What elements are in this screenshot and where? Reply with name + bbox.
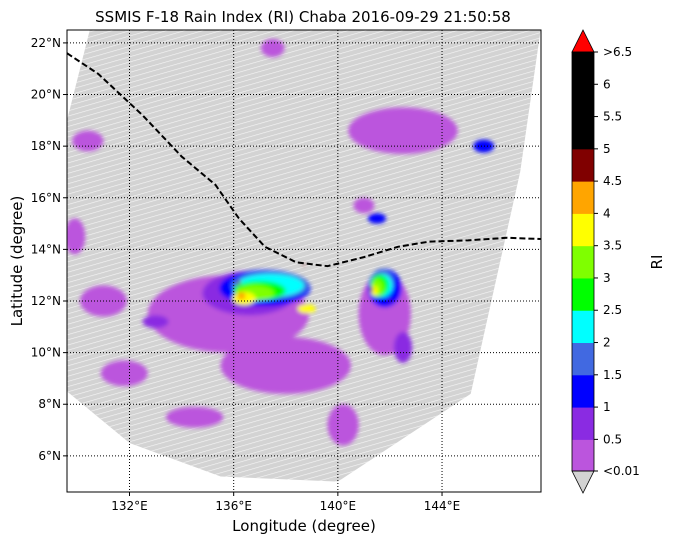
rain-cell (67, 218, 86, 255)
colorbar-tick-label: 3.5 (603, 239, 622, 253)
y-tick-label: 16°N (31, 191, 61, 205)
x-axis-label: Longitude (degree) (232, 517, 376, 535)
y-tick-label: 14°N (31, 242, 61, 256)
grid-layer (67, 30, 541, 492)
colorbar-segment (572, 213, 594, 247)
y-tick-label: 12°N (31, 294, 61, 308)
colorbar-frame (571, 51, 595, 472)
y-tick-label: 20°N (31, 88, 61, 102)
x-tick-label: 132°E (111, 499, 148, 513)
rain-cell (353, 197, 375, 214)
colorbar-segment (572, 310, 594, 344)
rain-cell (393, 331, 413, 363)
colorbar-tick-label: 5.5 (603, 110, 622, 124)
rain-cell (370, 287, 374, 292)
rain-cell (237, 280, 241, 286)
rain-cell (367, 213, 387, 224)
rain-cell (165, 406, 224, 428)
colorbar-segment (572, 439, 594, 472)
colorbar-segment (572, 148, 594, 182)
colorbar: 0.5 1 1.5 2 2.5 3 3.5 4 4.5 5 5.5 6 >6.5 <0.01 (571, 29, 640, 494)
plot-area (67, 30, 541, 492)
y-tick-label: 22°N (31, 36, 61, 50)
colorbar-segment (572, 342, 594, 376)
colorbar-segment (572, 116, 594, 150)
colorbar-segment (572, 374, 594, 408)
rain-cell (348, 107, 458, 154)
rain-cell (237, 291, 246, 300)
rain-cell (142, 315, 169, 329)
colorbar-segment (572, 84, 594, 118)
x-tick-label: 136°E (215, 499, 252, 513)
y-axis-label: Latitude (degree) (8, 196, 26, 327)
colorbar-over-arrow (571, 29, 595, 53)
rain-cell (261, 39, 285, 58)
rain-cell (302, 263, 306, 267)
colorbar-tick-label: 4 (603, 206, 611, 220)
colorbar-tick-label: 2 (603, 336, 611, 350)
y-tick-label: 18°N (31, 139, 61, 153)
rain-cell (327, 404, 359, 446)
colorbar-tick-label: 6 (603, 77, 611, 91)
rain-cell (100, 360, 148, 387)
plot-frame (66, 29, 542, 493)
rain-cell (220, 337, 351, 394)
colorbar-tick-label: 4.5 (603, 174, 622, 188)
colorbar-tick-label: 3 (603, 271, 611, 285)
colorbar-segment (572, 52, 594, 85)
colorbar-label: RI (648, 255, 666, 270)
rain-layer (67, 39, 495, 446)
x-axis: 132°E 136°E 140°E 144°E (111, 492, 460, 513)
colorbar-under-arrow (571, 470, 595, 494)
x-tick-label: 140°E (320, 499, 357, 513)
colorbar-under-label: <0.01 (603, 464, 640, 478)
colorbar-tick-label: 1.5 (603, 368, 622, 382)
rain-cell (473, 139, 495, 153)
rain-cell (388, 299, 391, 303)
y-tick-label: 6°N (38, 449, 61, 463)
colorbar-segment (572, 245, 594, 279)
colorbar-tick-label: 1 (603, 400, 611, 414)
colorbar-segment (572, 277, 594, 311)
rain-cell (297, 304, 316, 314)
colorbar-segment (572, 407, 594, 440)
colorbar-tick-label: 0.5 (603, 432, 622, 446)
colorbar-over-label: >6.5 (603, 45, 632, 59)
y-axis: 6°N 8°N 10°N 12°N 14°N 16°N 18°N 20°N 22°N (31, 36, 67, 463)
colorbar-tick-label: 5 (603, 142, 611, 156)
colorbar-tick-label: 2.5 (603, 303, 622, 317)
colorbar-segment (572, 181, 594, 214)
chart-title: SSMIS F-18 Rain Index (RI) Chaba 2016-09… (95, 8, 511, 26)
x-tick-label: 144°E (424, 499, 461, 513)
y-tick-label: 8°N (38, 397, 61, 411)
y-tick-label: 10°N (31, 346, 61, 360)
rain-cell (72, 130, 104, 152)
